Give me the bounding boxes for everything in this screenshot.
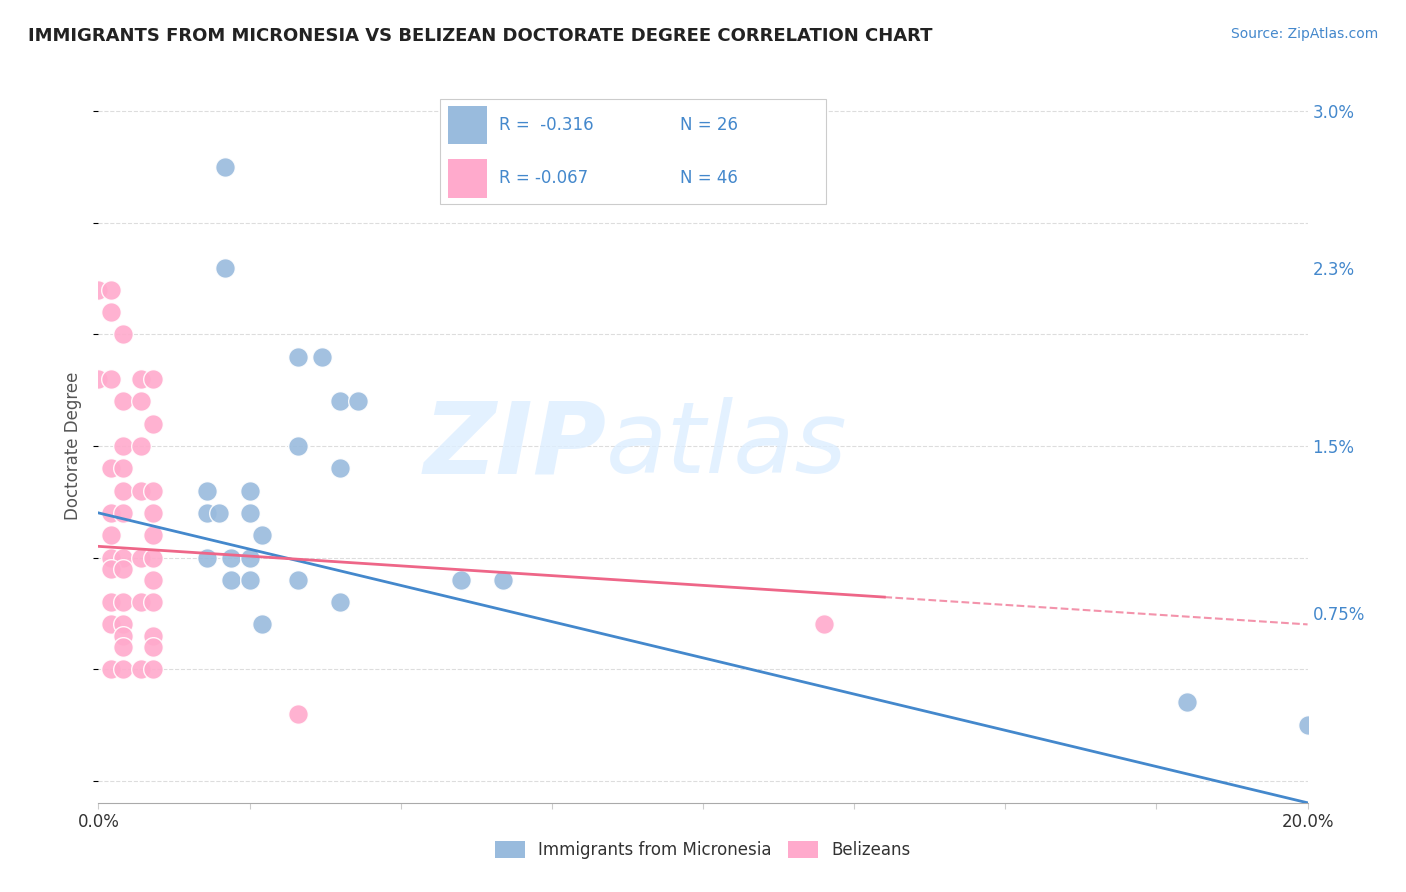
Point bbox=[195, 506, 218, 520]
Point bbox=[1175, 696, 1198, 710]
Point bbox=[129, 550, 152, 565]
Point bbox=[111, 662, 134, 676]
Point bbox=[142, 528, 165, 542]
Point bbox=[142, 662, 165, 676]
Point bbox=[100, 283, 122, 297]
Point bbox=[221, 573, 243, 587]
Point bbox=[329, 595, 352, 609]
Point bbox=[142, 417, 165, 431]
Point bbox=[195, 483, 218, 498]
Point bbox=[100, 595, 122, 609]
Point bbox=[129, 394, 152, 409]
Point bbox=[111, 394, 134, 409]
Legend: Immigrants from Micronesia, Belizeans: Immigrants from Micronesia, Belizeans bbox=[488, 834, 918, 866]
Text: atlas: atlas bbox=[606, 398, 848, 494]
Point bbox=[142, 372, 165, 386]
Point bbox=[100, 662, 122, 676]
Point bbox=[111, 562, 134, 576]
FancyBboxPatch shape bbox=[440, 99, 825, 204]
Point bbox=[142, 483, 165, 498]
Point bbox=[111, 506, 134, 520]
Point bbox=[221, 550, 243, 565]
Point bbox=[813, 617, 835, 632]
Point bbox=[450, 573, 472, 587]
Point bbox=[287, 573, 309, 587]
Point bbox=[87, 372, 110, 386]
Point bbox=[100, 461, 122, 475]
Bar bbox=[447, 105, 486, 145]
Point bbox=[111, 483, 134, 498]
Point bbox=[100, 305, 122, 319]
Point bbox=[142, 628, 165, 642]
Point bbox=[208, 506, 231, 520]
Text: R = -0.067: R = -0.067 bbox=[499, 169, 588, 187]
Point bbox=[142, 640, 165, 654]
Point bbox=[129, 595, 152, 609]
Point bbox=[239, 483, 262, 498]
Point bbox=[287, 706, 309, 721]
Point bbox=[287, 350, 309, 364]
Point bbox=[111, 595, 134, 609]
Y-axis label: Doctorate Degree: Doctorate Degree bbox=[65, 372, 83, 520]
Point bbox=[100, 617, 122, 632]
Point bbox=[142, 506, 165, 520]
Point bbox=[129, 483, 152, 498]
Point bbox=[214, 260, 236, 275]
Point bbox=[111, 617, 134, 632]
Point bbox=[129, 372, 152, 386]
Point bbox=[287, 439, 309, 453]
Point bbox=[347, 394, 370, 409]
Point bbox=[111, 461, 134, 475]
Point bbox=[492, 573, 515, 587]
Point bbox=[1296, 717, 1319, 731]
Bar bbox=[447, 159, 486, 198]
Text: ZIP: ZIP bbox=[423, 398, 606, 494]
Point bbox=[329, 461, 352, 475]
Point bbox=[142, 573, 165, 587]
Text: Source: ZipAtlas.com: Source: ZipAtlas.com bbox=[1230, 27, 1378, 41]
Point bbox=[142, 550, 165, 565]
Point bbox=[111, 439, 134, 453]
Point bbox=[100, 550, 122, 565]
Point bbox=[111, 628, 134, 642]
Point bbox=[111, 327, 134, 342]
Point bbox=[129, 662, 152, 676]
Point bbox=[214, 160, 236, 174]
Point bbox=[250, 528, 273, 542]
Point bbox=[239, 506, 262, 520]
Text: N = 26: N = 26 bbox=[681, 116, 738, 134]
Point bbox=[100, 506, 122, 520]
Point bbox=[329, 394, 352, 409]
Point bbox=[250, 617, 273, 632]
Point bbox=[129, 439, 152, 453]
Text: N = 46: N = 46 bbox=[681, 169, 738, 187]
Point bbox=[100, 528, 122, 542]
Point bbox=[239, 550, 262, 565]
Text: IMMIGRANTS FROM MICRONESIA VS BELIZEAN DOCTORATE DEGREE CORRELATION CHART: IMMIGRANTS FROM MICRONESIA VS BELIZEAN D… bbox=[28, 27, 932, 45]
Point bbox=[100, 372, 122, 386]
Point bbox=[111, 550, 134, 565]
Text: R =  -0.316: R = -0.316 bbox=[499, 116, 593, 134]
Point bbox=[87, 283, 110, 297]
Point bbox=[142, 595, 165, 609]
Point bbox=[111, 640, 134, 654]
Point bbox=[239, 573, 262, 587]
Point bbox=[100, 562, 122, 576]
Point bbox=[195, 550, 218, 565]
Point bbox=[311, 350, 333, 364]
